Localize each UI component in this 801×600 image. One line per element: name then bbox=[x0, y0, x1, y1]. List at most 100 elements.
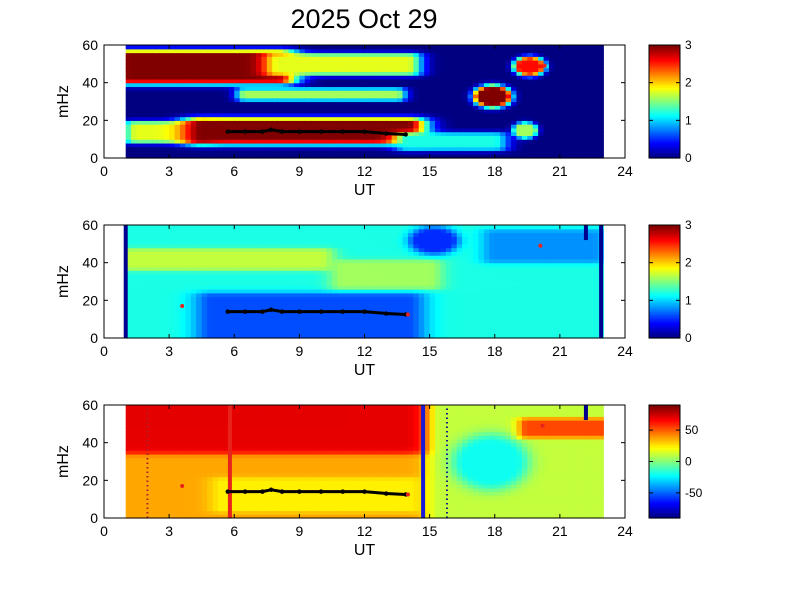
heatmap-cell bbox=[348, 112, 355, 118]
heatmap-cell bbox=[239, 232, 246, 237]
heatmap-cell bbox=[277, 78, 284, 84]
heatmap-cell bbox=[483, 67, 490, 72]
heatmap-cell bbox=[369, 75, 376, 80]
heatmap-cell bbox=[228, 334, 235, 339]
heatmap-cell bbox=[304, 243, 311, 249]
heatmap-cell bbox=[141, 232, 149, 237]
heatmap-cell bbox=[592, 116, 599, 121]
heatmap-cell bbox=[380, 112, 387, 118]
heatmap-cell bbox=[348, 251, 355, 256]
heatmap-cell bbox=[293, 67, 300, 72]
heatmap-cell bbox=[272, 93, 279, 99]
heatmap-cell bbox=[440, 109, 447, 114]
heatmap-cell bbox=[440, 240, 447, 245]
heatmap-cell bbox=[315, 281, 322, 286]
heatmap-cell bbox=[179, 63, 187, 69]
heatmap-cell bbox=[201, 262, 208, 268]
heatmap-cell bbox=[158, 255, 165, 260]
heatmap-cell bbox=[255, 304, 262, 309]
heatmap-cell bbox=[293, 101, 300, 106]
heatmap-cell bbox=[212, 146, 219, 152]
heatmap-cell bbox=[570, 131, 577, 136]
heatmap-cell bbox=[277, 225, 284, 230]
colorbar-step bbox=[649, 57, 680, 60]
heatmap-cell bbox=[489, 319, 496, 324]
heatmap-cell bbox=[505, 255, 512, 260]
heatmap-cell bbox=[147, 124, 154, 129]
heatmap-cell bbox=[163, 120, 170, 125]
heatmap-cell bbox=[532, 78, 539, 84]
heatmap-cell bbox=[152, 154, 159, 159]
heatmap-cell bbox=[467, 127, 474, 133]
heatmap-cell bbox=[288, 60, 295, 65]
heatmap-cell bbox=[543, 135, 550, 140]
heatmap-cell bbox=[489, 67, 496, 72]
heatmap-cell bbox=[255, 296, 262, 301]
heatmap-cell bbox=[359, 326, 366, 332]
heatmap-cell bbox=[483, 255, 490, 260]
heatmap-cell bbox=[359, 105, 366, 110]
heatmap-cell bbox=[353, 292, 360, 298]
heatmap-cell bbox=[266, 112, 273, 118]
heatmap-cell bbox=[141, 116, 149, 121]
heatmap-cell bbox=[359, 93, 366, 99]
heatmap-cell bbox=[321, 258, 328, 264]
heatmap-cell bbox=[451, 300, 458, 305]
heatmap-cell bbox=[402, 71, 409, 76]
heatmap-cell bbox=[147, 289, 154, 294]
heatmap-cell bbox=[380, 228, 387, 234]
heatmap-cell bbox=[234, 154, 241, 159]
heatmap-cell bbox=[315, 322, 322, 328]
heatmap-cell bbox=[386, 322, 393, 328]
heatmap-cell bbox=[288, 67, 295, 72]
heatmap-cell bbox=[245, 270, 252, 275]
heatmap-cell bbox=[483, 232, 490, 237]
heatmap-cell bbox=[147, 78, 154, 84]
heatmap-cell bbox=[190, 154, 197, 159]
heatmap-cell bbox=[239, 251, 246, 256]
heatmap-cell bbox=[435, 334, 442, 339]
heatmap-cell bbox=[348, 131, 355, 136]
heatmap-cell bbox=[239, 52, 246, 57]
heatmap-cell bbox=[489, 289, 496, 294]
heatmap-cell bbox=[592, 127, 599, 133]
heatmap-cell bbox=[483, 225, 490, 230]
heatmap-cell bbox=[201, 131, 208, 136]
heatmap-cell bbox=[435, 45, 442, 50]
heatmap-cell bbox=[364, 277, 371, 283]
heatmap-cell bbox=[321, 75, 328, 80]
heatmap-cell bbox=[364, 52, 371, 57]
heatmap-cell bbox=[174, 243, 181, 249]
heatmap-cell bbox=[266, 154, 273, 159]
heatmap-cell bbox=[255, 251, 262, 256]
heatmap-cell bbox=[440, 247, 447, 252]
heatmap-cell bbox=[375, 232, 382, 237]
heatmap-cell bbox=[380, 330, 387, 335]
heatmap-cell bbox=[239, 258, 246, 264]
heatmap-cell bbox=[321, 82, 328, 88]
heatmap-cell bbox=[277, 273, 284, 279]
heatmap-cell bbox=[228, 75, 235, 80]
heatmap-cell bbox=[516, 315, 523, 320]
heatmap-cell bbox=[331, 67, 338, 72]
heatmap-cell bbox=[304, 71, 311, 76]
heatmap-cell bbox=[353, 154, 360, 159]
heatmap-cell bbox=[174, 311, 181, 316]
heatmap-cell bbox=[543, 60, 550, 65]
heatmap-cell bbox=[299, 289, 306, 294]
heatmap-cell bbox=[190, 334, 197, 339]
heatmap-cell bbox=[511, 240, 518, 245]
heatmap-cell bbox=[272, 330, 279, 335]
heatmap-cell bbox=[239, 281, 246, 286]
heatmap-cell bbox=[467, 330, 474, 335]
heatmap-cell bbox=[369, 154, 376, 159]
heatmap-cell bbox=[353, 90, 360, 95]
heatmap-cell bbox=[272, 247, 279, 252]
heatmap-cell bbox=[163, 112, 170, 118]
heatmap-cell bbox=[424, 90, 431, 95]
heatmap-cell bbox=[494, 334, 501, 339]
heatmap-cell bbox=[397, 270, 404, 275]
heatmap-cell bbox=[440, 225, 447, 230]
heatmap-cell bbox=[375, 319, 382, 324]
heatmap-cell bbox=[456, 131, 463, 136]
